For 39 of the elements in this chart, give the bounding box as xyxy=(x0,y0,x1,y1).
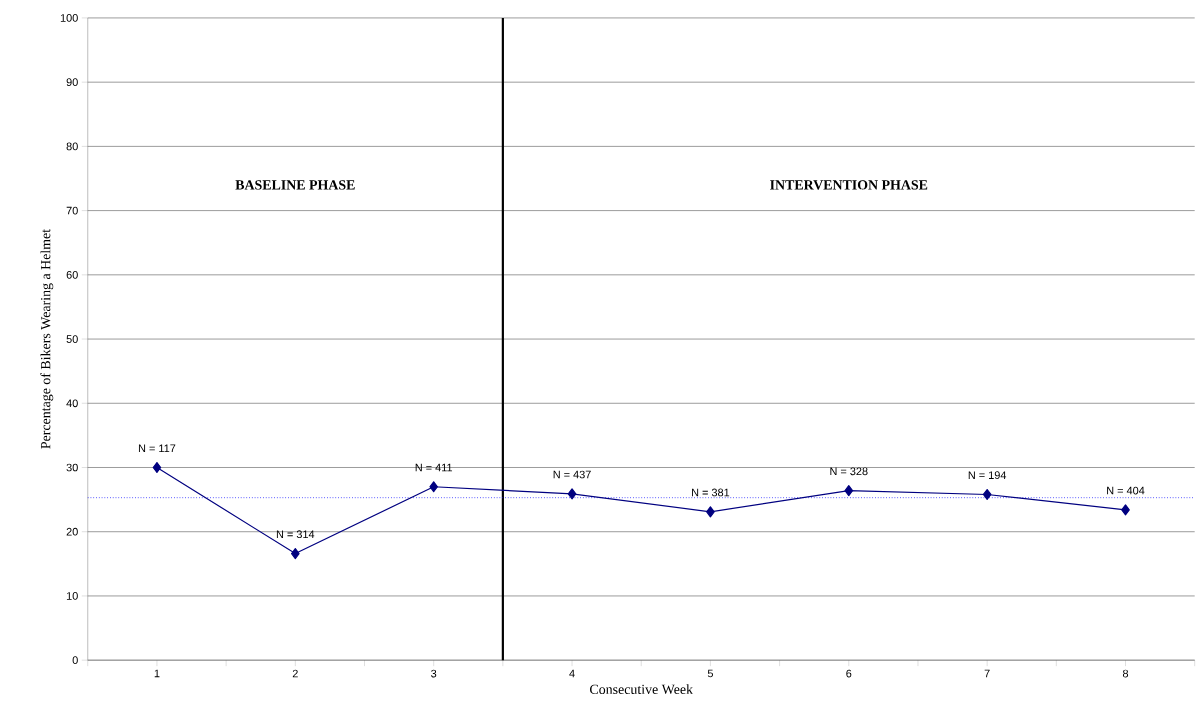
x-tick-label: 1 xyxy=(154,669,160,678)
y-tick-label: 50 xyxy=(66,335,78,343)
point xyxy=(844,485,854,497)
point xyxy=(982,488,992,501)
point xyxy=(290,547,300,560)
annotation: N = 117 xyxy=(138,444,176,453)
x-tick-label: 6 xyxy=(846,669,852,678)
annotation: N = 194 xyxy=(968,471,1007,479)
annotation: N = 404 xyxy=(1107,486,1145,495)
annotation: INTERVENTION PHASE xyxy=(770,180,928,190)
y-tick-label: 40 xyxy=(66,399,78,408)
y-tick-label: 0 xyxy=(72,656,78,665)
y-tick-label: 30 xyxy=(66,463,78,472)
annotation: N = 411 xyxy=(415,463,453,472)
y-tick-label: 10 xyxy=(66,592,78,600)
y-tick-label: 60 xyxy=(66,270,78,279)
y-tick-label: 80 xyxy=(66,142,78,151)
annotation: N = 314 xyxy=(276,530,315,539)
annotation: N = 437 xyxy=(553,470,591,479)
x-tick-label: 7 xyxy=(984,669,990,678)
y-tick-label: 90 xyxy=(66,78,78,87)
x-tick-label: 5 xyxy=(707,669,713,678)
x-tick-label: 4 xyxy=(569,669,575,678)
point xyxy=(1121,504,1130,516)
y-tick-label: 70 xyxy=(66,206,78,215)
annotation: BASELINE PHASE xyxy=(235,180,355,190)
y-axis-title: Percentage of Bikers Wearing a Helmet xyxy=(40,229,54,449)
point xyxy=(429,481,439,493)
point xyxy=(567,488,577,500)
x-tick-label: 3 xyxy=(431,669,437,678)
point xyxy=(706,506,715,518)
x-axis-title: Consecutive Week xyxy=(590,684,694,695)
x-tick-label: 8 xyxy=(1122,669,1129,678)
y-tick-label: 100 xyxy=(60,14,78,22)
y-tick-label: 20 xyxy=(66,527,78,536)
annotation: N = 381 xyxy=(692,488,730,497)
point xyxy=(152,461,162,474)
x-tick-label: 2 xyxy=(292,669,298,678)
annotation: N = 328 xyxy=(830,467,868,476)
